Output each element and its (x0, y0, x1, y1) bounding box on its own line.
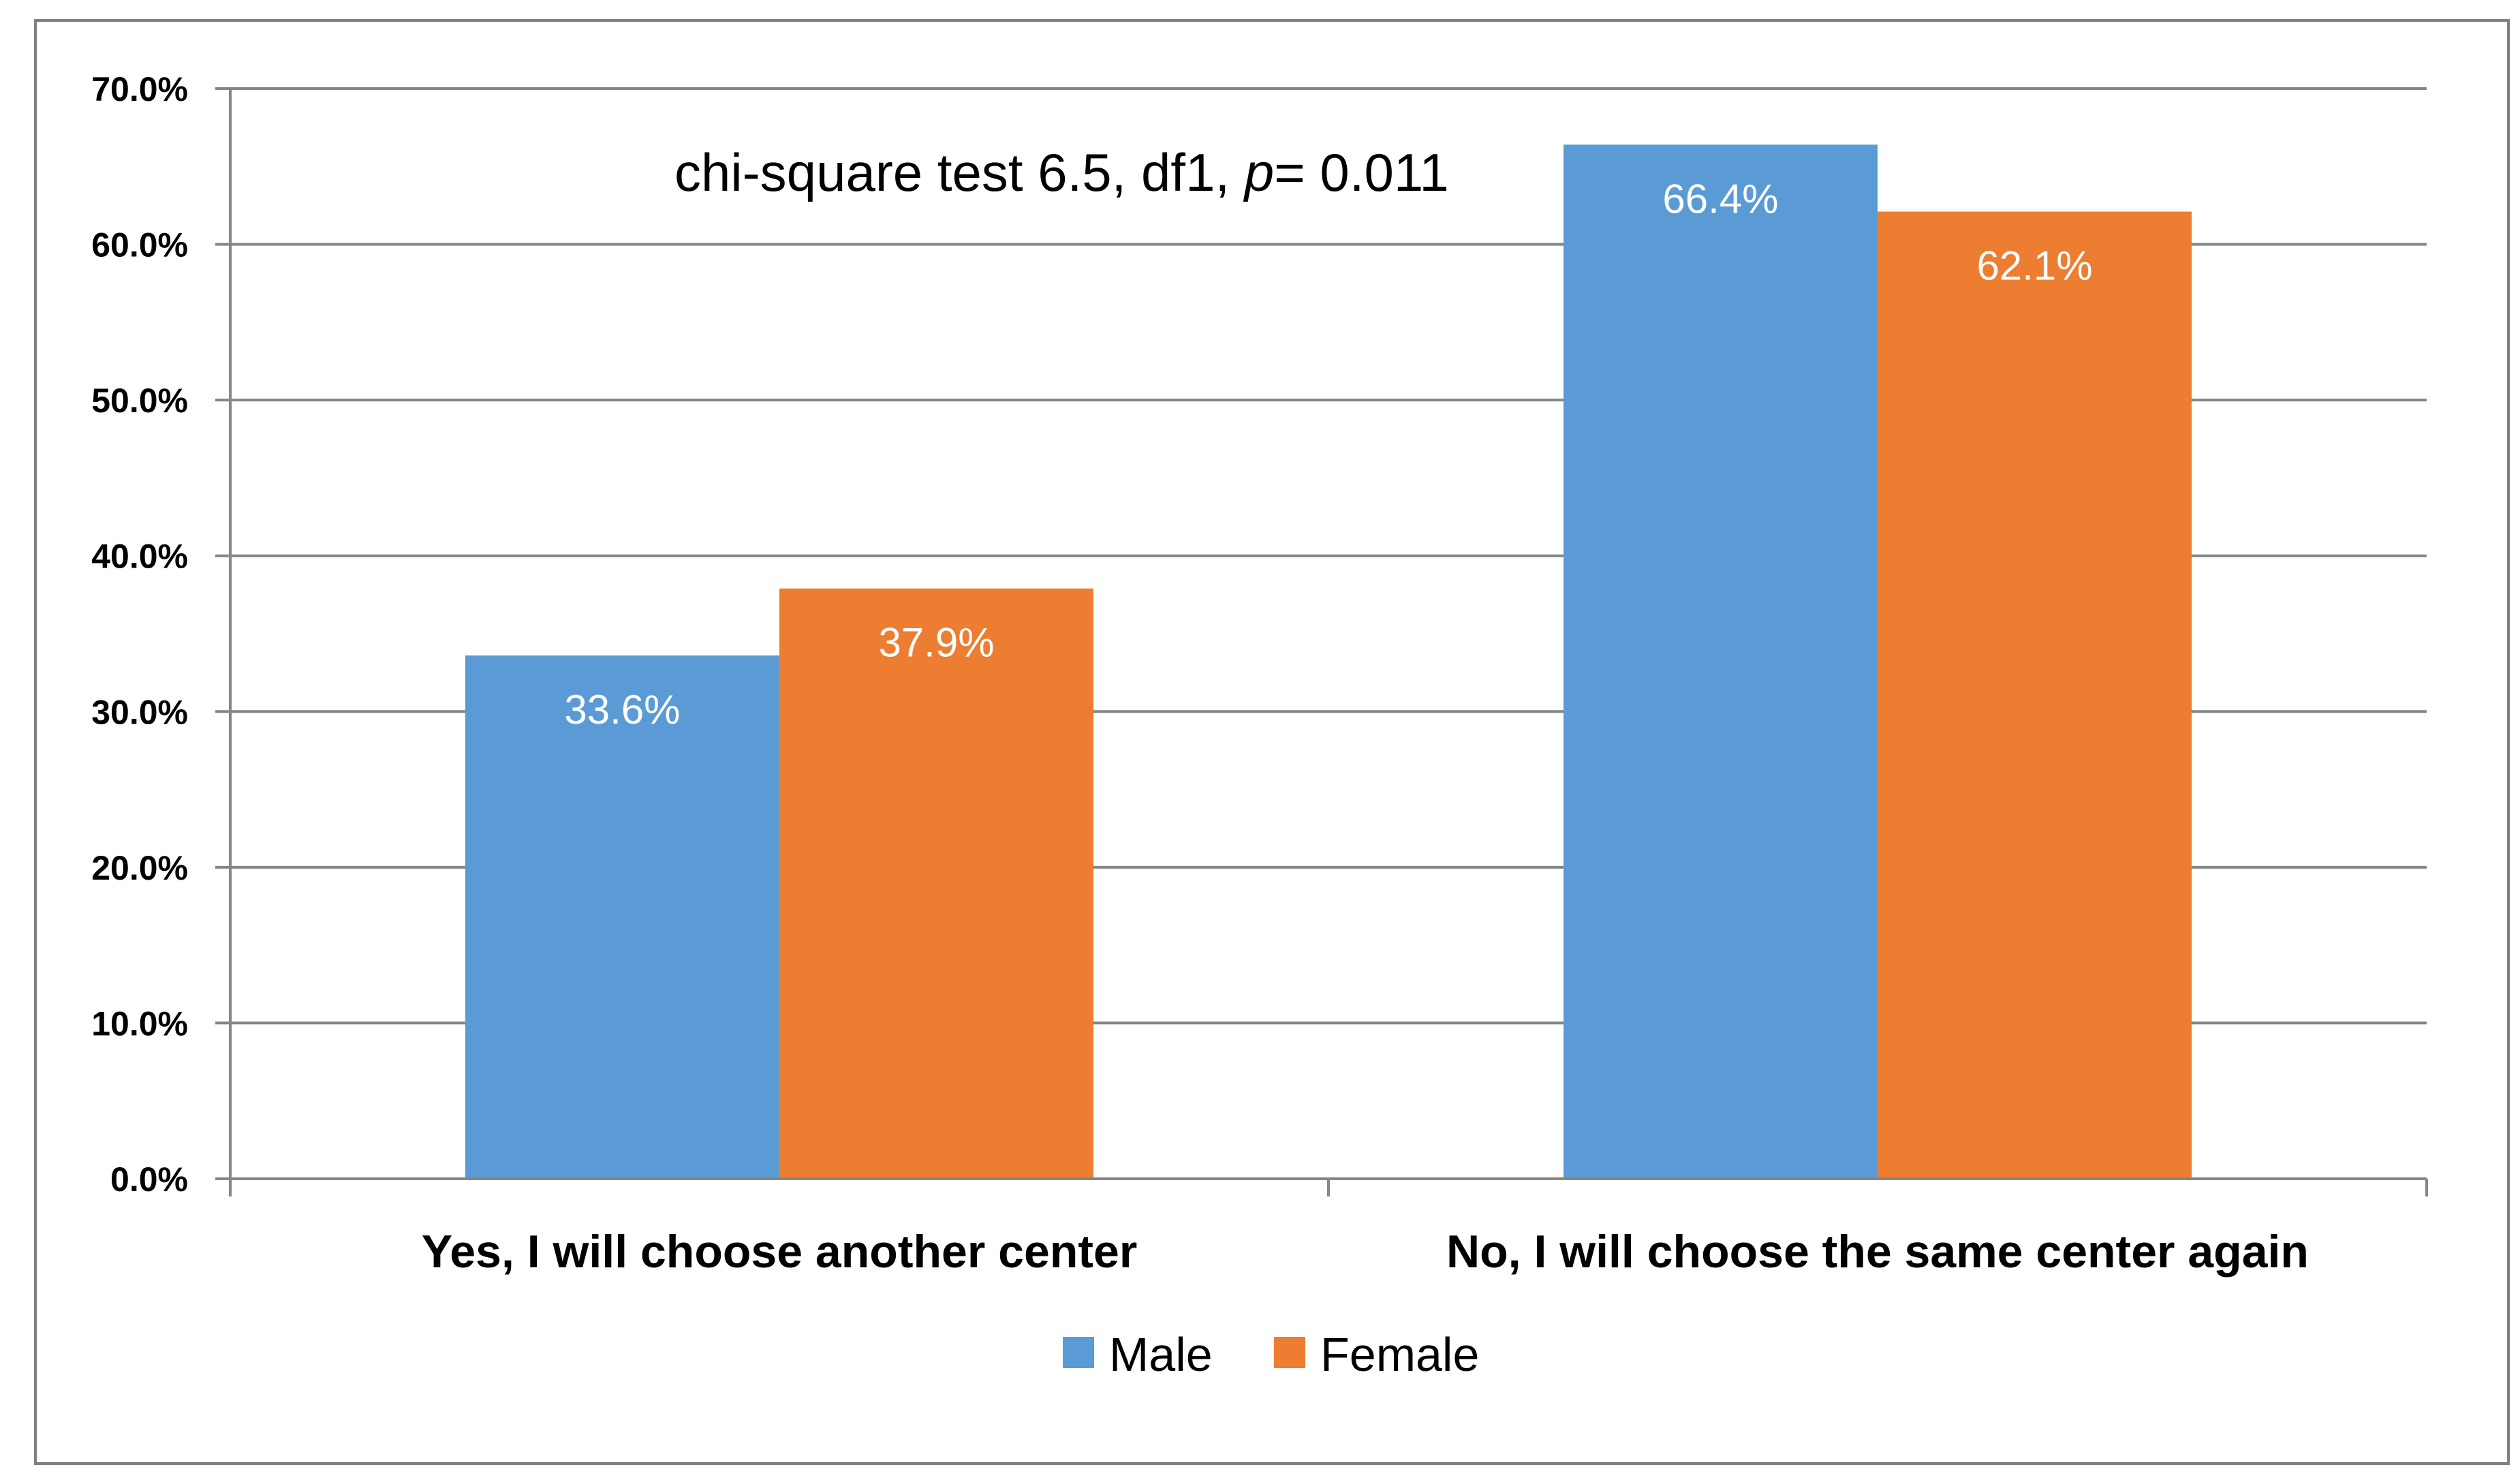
legend-swatch-male (1063, 1337, 1094, 1368)
y-tick-label: 60.0% (91, 226, 188, 264)
x-category-label: No, I will choose the same center again (1446, 1226, 2309, 1278)
data-label-male-0: 33.6% (564, 687, 680, 732)
y-tick-label: 0.0% (110, 1160, 188, 1199)
annotation-suffix: = 0.011 (1274, 142, 1449, 202)
bar-female-1 (1878, 211, 2192, 1179)
y-tick-label: 70.0% (91, 70, 188, 108)
annotation-p-italic: p (1243, 142, 1274, 202)
legend-label-male: Male (1109, 1328, 1213, 1381)
chi-square-annotation: chi-square test 6.5, df1, p= 0.011 (674, 142, 1449, 202)
data-label-female-1: 62.1% (1976, 243, 2092, 289)
annotation-prefix: chi-square test 6.5, df1, (674, 142, 1245, 202)
bar-male-0 (465, 655, 779, 1179)
bar-female-0 (779, 588, 1094, 1179)
data-label-female-0: 37.9% (878, 620, 994, 666)
y-tick-label: 40.0% (91, 538, 188, 576)
y-tick-label: 50.0% (91, 382, 188, 420)
axes (215, 87, 2428, 1196)
legend: Male Female (1063, 1328, 1479, 1381)
legend-swatch-female (1274, 1337, 1305, 1368)
y-tick-label: 20.0% (91, 849, 188, 887)
y-tick-label: 30.0% (91, 693, 188, 731)
bars (465, 144, 2192, 1179)
x-category-label: Yes, I will choose another center (422, 1226, 1138, 1278)
bar-male-1 (1563, 144, 1878, 1179)
labels: 0.0% 10.0% 20.0% 30.0% 40.0% 50.0% 60.0% 70.0% 3… (91, 70, 2309, 1278)
data-label-male-1: 66.4% (1662, 176, 1778, 221)
legend-label-female: Female (1320, 1328, 1479, 1381)
y-tick-label: 10.0% (91, 1004, 188, 1042)
